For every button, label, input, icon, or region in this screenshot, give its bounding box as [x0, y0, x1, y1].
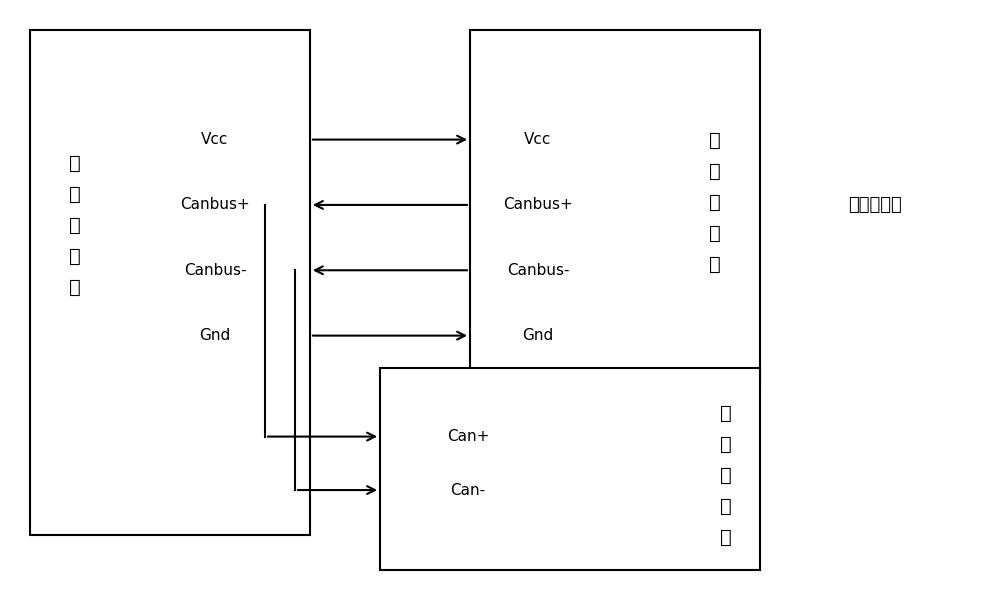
Bar — [470, 30, 760, 386]
Text: 电梯操控箱: 电梯操控箱 — [848, 196, 902, 214]
Text: Gnd: Gnd — [199, 328, 231, 343]
Text: Can-: Can- — [450, 482, 486, 498]
Text: 电
梯
控
制
器: 电 梯 控 制 器 — [69, 154, 81, 297]
Text: Vcc: Vcc — [524, 132, 552, 147]
Text: Canbus+: Canbus+ — [180, 197, 250, 213]
Text: 数
据
采
集
器: 数 据 采 集 器 — [720, 404, 732, 546]
Text: 信
号
处
理
板: 信 号 处 理 板 — [709, 131, 721, 273]
Text: Canbus-: Canbus- — [507, 263, 569, 278]
Text: Canbus-: Canbus- — [184, 263, 246, 278]
Text: Canbus+: Canbus+ — [503, 197, 573, 213]
Text: Gnd: Gnd — [522, 328, 554, 343]
Text: Can+: Can+ — [447, 429, 489, 444]
Text: Vcc: Vcc — [201, 132, 229, 147]
Bar — [380, 368, 760, 570]
Bar — [30, 30, 310, 535]
